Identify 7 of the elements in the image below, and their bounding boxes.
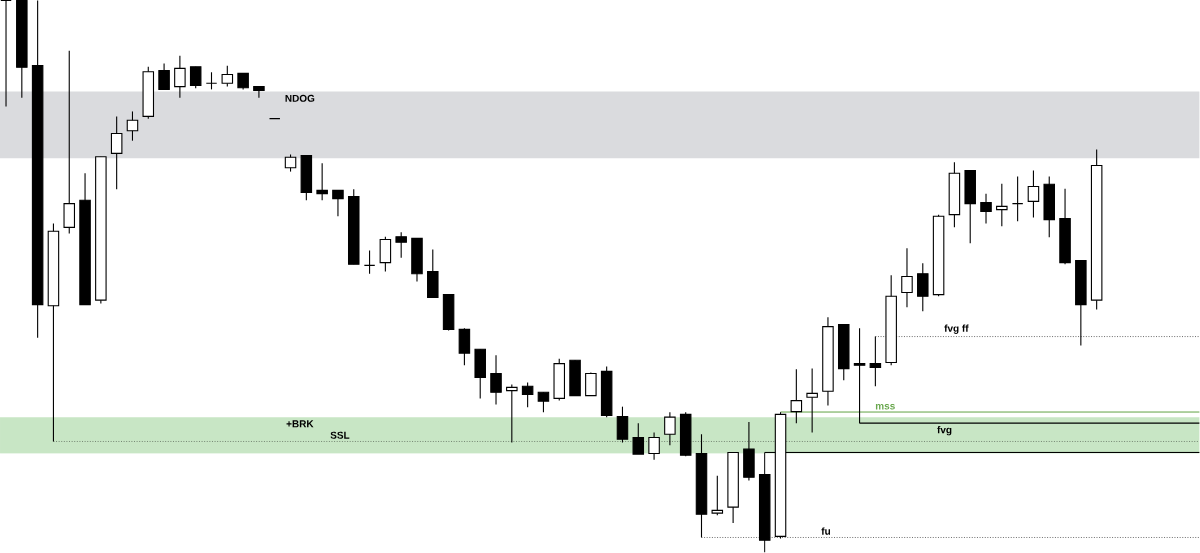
band-label: +BRK [286,420,314,428]
ref-line-label: fvg ff [944,324,969,334]
band-label: NDOG [285,94,315,102]
ref-line-label: mss [875,404,895,410]
ref-line-label: fu [821,527,831,535]
ref-line-label: SSL [330,431,350,439]
ref-line-label: fvg [937,425,952,436]
